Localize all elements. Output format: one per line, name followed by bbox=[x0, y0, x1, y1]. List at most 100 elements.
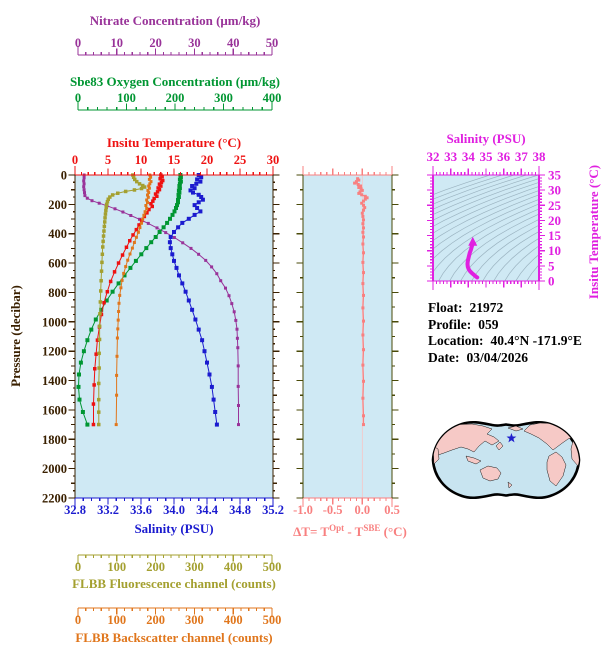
oxygen-axis-title: Sbe83 Oxygen Concentration (μm/kg) bbox=[70, 74, 280, 89]
ts-density-contours bbox=[433, 175, 539, 281]
temperature-axis-title: Insitu Temperature (°C) bbox=[106, 135, 242, 150]
svg-text:0: 0 bbox=[72, 153, 78, 167]
delta-t-label-post: (°C) bbox=[380, 524, 407, 539]
svg-text:0.0: 0.0 bbox=[355, 503, 371, 517]
svg-text:200: 200 bbox=[48, 198, 67, 212]
series-backscatter bbox=[114, 173, 153, 427]
fluorescence-axis-title: FLBB Fluorescence channel (counts) bbox=[72, 576, 276, 591]
svg-text:100: 100 bbox=[107, 613, 126, 627]
float-id-label: Float: bbox=[428, 300, 463, 315]
date-line: Date: 03/04/2026 bbox=[428, 350, 582, 367]
svg-text:34.8: 34.8 bbox=[229, 503, 251, 517]
svg-text:40: 40 bbox=[227, 36, 240, 50]
svg-text:32: 32 bbox=[427, 149, 440, 164]
svg-text:5: 5 bbox=[548, 258, 555, 273]
series-oxygen bbox=[76, 173, 183, 427]
svg-text:1200: 1200 bbox=[42, 345, 67, 359]
svg-text:400: 400 bbox=[48, 227, 67, 241]
svg-text:400: 400 bbox=[224, 613, 243, 627]
main-plot-frame bbox=[68, 166, 280, 507]
svg-text:20: 20 bbox=[548, 213, 561, 228]
svg-text:33: 33 bbox=[444, 149, 458, 164]
svg-text:1800: 1800 bbox=[42, 433, 67, 447]
svg-text:30: 30 bbox=[267, 153, 280, 167]
svg-text:0: 0 bbox=[75, 91, 81, 105]
ts-salinity-axis-title: Salinity (PSU) bbox=[446, 131, 526, 146]
pressure-tick-labels: 0 200 400 600 800 1000 1200 1400 1600 1800 2000 220… bbox=[42, 169, 67, 506]
delta-t-plot-frame bbox=[296, 166, 399, 507]
series-delta-t bbox=[353, 177, 369, 427]
delta-t-label-sup-sbe: SBE bbox=[363, 523, 381, 533]
svg-text:10: 10 bbox=[548, 243, 561, 258]
float-location-star-icon bbox=[506, 433, 517, 443]
svg-text:20: 20 bbox=[149, 36, 162, 50]
nitrate-axis-title: Nitrate Concentration (μm/kg) bbox=[89, 13, 261, 28]
svg-text:-0.5: -0.5 bbox=[323, 503, 343, 517]
temperature-tick-labels: 0 5 10 15 20 25 30 bbox=[72, 153, 279, 167]
series-fluorescence bbox=[97, 173, 147, 427]
oxygen-scale-bar: 0 100 200 300 400 bbox=[75, 91, 282, 111]
float-id-value: 21972 bbox=[469, 300, 504, 315]
svg-text:2200: 2200 bbox=[42, 492, 67, 506]
svg-text:20: 20 bbox=[201, 153, 214, 167]
svg-text:15: 15 bbox=[168, 153, 181, 167]
svg-text:600: 600 bbox=[48, 257, 67, 271]
svg-text:30: 30 bbox=[188, 36, 201, 50]
svg-text:500: 500 bbox=[263, 613, 282, 627]
date-value: 03/04/2026 bbox=[466, 349, 528, 365]
svg-text:-1.0: -1.0 bbox=[293, 503, 313, 517]
svg-text:5: 5 bbox=[105, 153, 111, 167]
svg-text:34.0: 34.0 bbox=[163, 503, 185, 517]
fluorescence-scale-bar: 0 100 200 300 400 500 bbox=[75, 554, 282, 574]
svg-text:2000: 2000 bbox=[42, 462, 67, 476]
svg-text:1400: 1400 bbox=[42, 374, 67, 388]
svg-text:10: 10 bbox=[135, 153, 148, 167]
svg-text:50: 50 bbox=[266, 36, 279, 50]
profile-number-label: Profile: bbox=[428, 316, 472, 332]
svg-text:200: 200 bbox=[146, 560, 165, 574]
svg-text:300: 300 bbox=[185, 613, 204, 627]
world-map bbox=[431, 420, 581, 500]
ts-profile-curve bbox=[465, 236, 480, 280]
svg-text:200: 200 bbox=[146, 613, 165, 627]
svg-text:32.8: 32.8 bbox=[64, 503, 86, 517]
svg-text:100: 100 bbox=[117, 91, 136, 105]
svg-text:25: 25 bbox=[548, 198, 562, 213]
profile-number-value: 059 bbox=[478, 316, 499, 332]
svg-text:30: 30 bbox=[548, 183, 561, 198]
svg-text:0: 0 bbox=[61, 169, 67, 183]
location-label: Location: bbox=[428, 333, 484, 348]
ts-temperature-axis-title: Insitu Temperature (°C) bbox=[586, 164, 601, 300]
delta-t-tick-labels: -1.0 -0.5 0.0 0.5 bbox=[293, 503, 400, 517]
location-line: Location: 40.4°N -171.9°E bbox=[428, 333, 582, 350]
profile-number-line: Profile: 059 bbox=[428, 317, 582, 334]
location-value: 40.4°N -171.9°E bbox=[490, 333, 582, 348]
nitrate-scale-bar: 0 10 20 30 40 50 bbox=[75, 36, 279, 56]
svg-text:35.2: 35.2 bbox=[262, 503, 284, 517]
svg-text:0: 0 bbox=[75, 560, 81, 574]
float-info-block: Float: 21972 Profile: 059 Location: 40.4°N … bbox=[428, 300, 582, 366]
svg-text:500: 500 bbox=[263, 560, 282, 574]
delta-t-label-mid: - T bbox=[344, 524, 364, 539]
svg-text:200: 200 bbox=[166, 91, 185, 105]
svg-text:34: 34 bbox=[462, 149, 476, 164]
svg-text:34.4: 34.4 bbox=[196, 503, 219, 517]
backscatter-axis-title: FLBB Backscatter channel (counts) bbox=[75, 630, 273, 645]
pressure-axis-title: Pressure (decibar) bbox=[8, 285, 23, 387]
svg-text:100: 100 bbox=[107, 560, 126, 574]
svg-text:400: 400 bbox=[263, 91, 282, 105]
svg-text:36: 36 bbox=[497, 149, 511, 164]
svg-text:0.5: 0.5 bbox=[384, 503, 400, 517]
delta-t-label-pre: ΔT= T bbox=[293, 524, 330, 539]
svg-text:0: 0 bbox=[548, 274, 555, 289]
delta-t-label-sup-opt: Opt bbox=[329, 523, 345, 533]
svg-text:38: 38 bbox=[533, 149, 547, 164]
svg-text:37: 37 bbox=[515, 149, 529, 164]
delta-t-axis-title: ΔT= TOpt - TSBE (°C) bbox=[293, 523, 407, 540]
plot-backgrounds bbox=[75, 175, 539, 498]
svg-text:1000: 1000 bbox=[42, 315, 67, 329]
svg-text:35: 35 bbox=[480, 149, 494, 164]
